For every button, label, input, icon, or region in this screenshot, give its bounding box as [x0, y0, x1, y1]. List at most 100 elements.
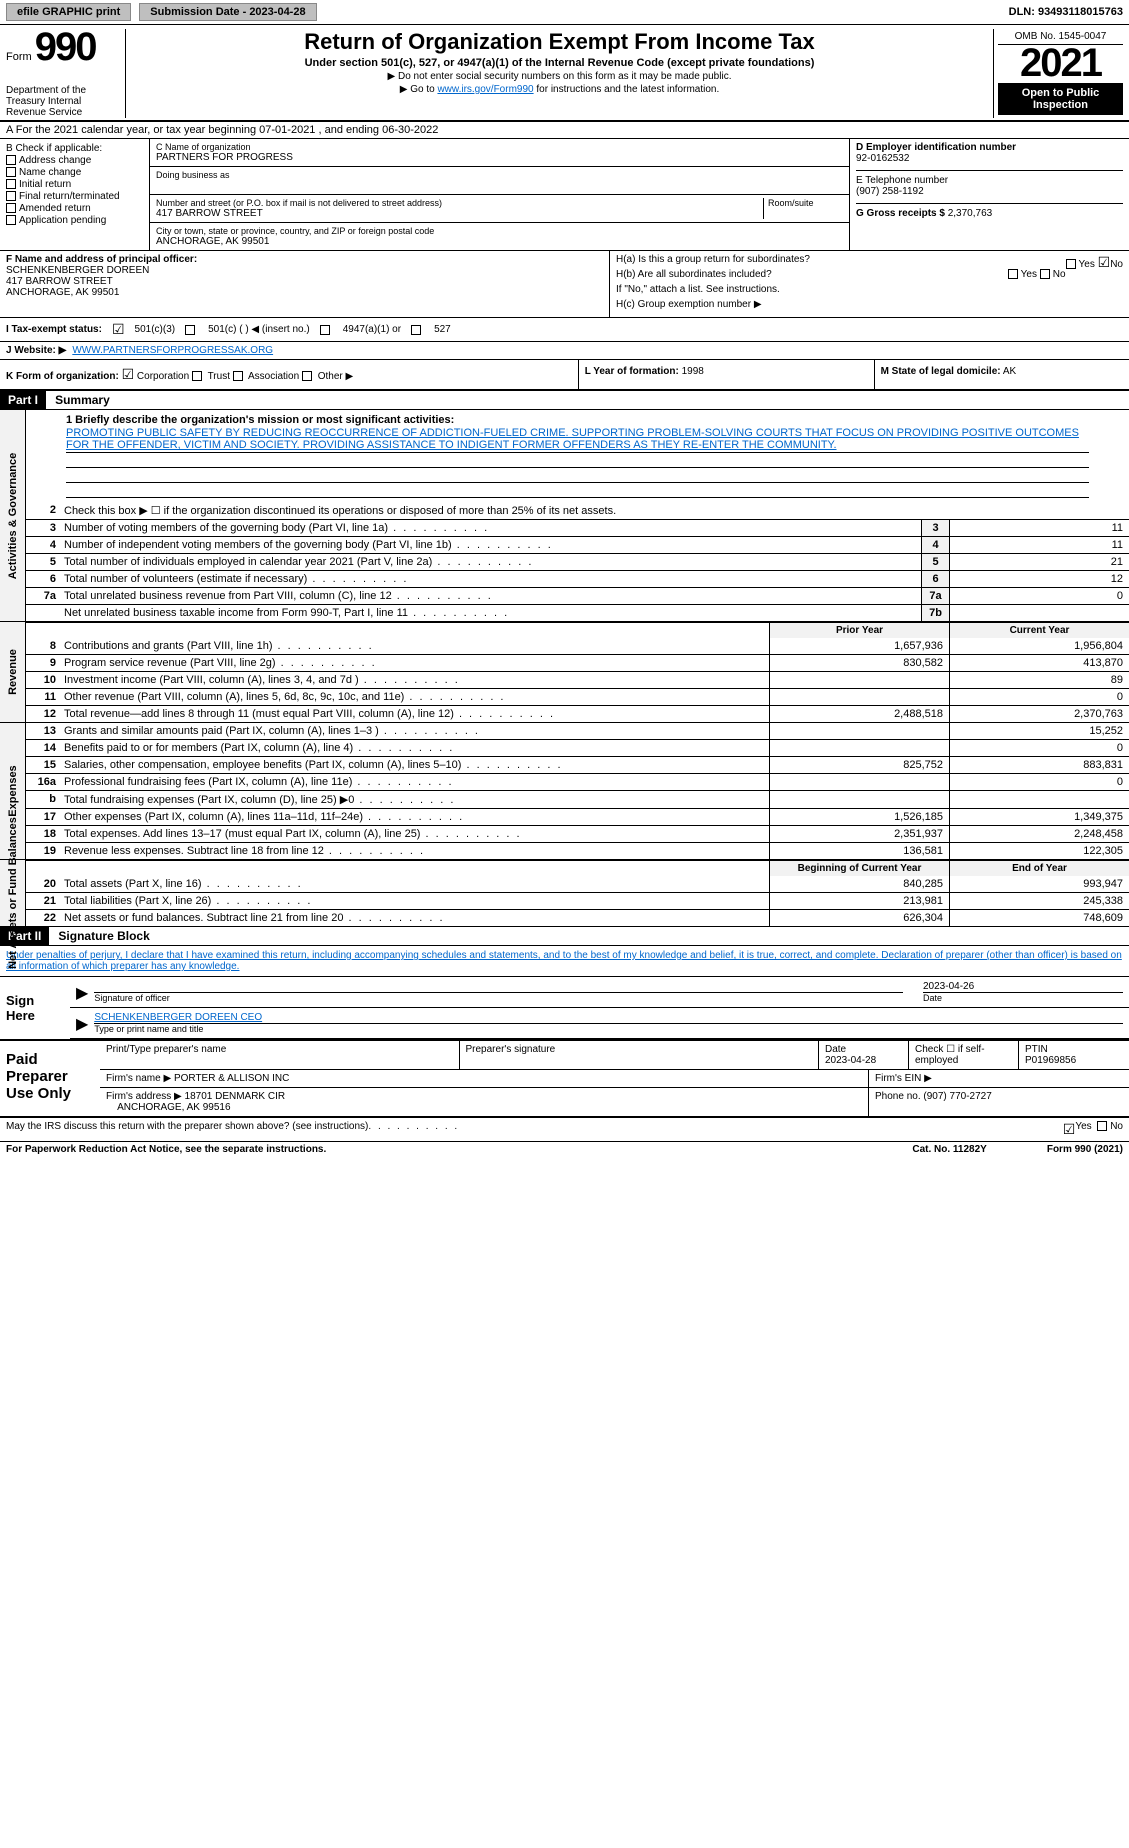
line-text: Total expenses. Add lines 13–17 (must eq… [60, 826, 769, 842]
line-num: 12 [26, 706, 60, 722]
501c-check[interactable] [185, 325, 195, 335]
print-label: Print/Type preparer's name [106, 1044, 226, 1055]
chk-name-change[interactable]: Name change [6, 167, 143, 178]
line-7a: 7a Total unrelated business revenue from… [26, 587, 1129, 604]
chk-label: Amended return [19, 203, 91, 214]
form-number: 990 [35, 25, 96, 69]
gross-value: 2,370,763 [948, 208, 993, 219]
line-num: 11 [26, 689, 60, 705]
trust-check[interactable] [192, 371, 202, 381]
527-check[interactable] [411, 325, 421, 335]
form-subtitle: Under section 501(c), 527, or 4947(a)(1)… [134, 57, 985, 69]
header-right: OMB No. 1545-0047 2021 Open to Public In… [993, 29, 1123, 118]
prior-val: 830,582 [769, 655, 949, 671]
firm-name: PORTER & ALLISON INC [174, 1073, 289, 1084]
no-label: No [1110, 259, 1123, 270]
officer-sig-label: Signature of officer [94, 992, 903, 1003]
501c3-check[interactable]: ☑ [112, 321, 125, 338]
no-label: No [1110, 1121, 1123, 1138]
chk-final-return[interactable]: Final return/terminated [6, 191, 143, 202]
chk-application-pending[interactable]: Application pending [6, 215, 143, 226]
hb-yes[interactable] [1008, 269, 1018, 279]
line-9: 9 Program service revenue (Part VIII, li… [26, 654, 1129, 671]
hb-no[interactable] [1040, 269, 1050, 279]
irs-link[interactable]: www.irs.gov/Form990 [437, 84, 533, 95]
line-18: 18 Total expenses. Add lines 13–17 (must… [26, 825, 1129, 842]
section-klm: K Form of organization: ☑ Corporation Tr… [0, 360, 1129, 391]
hc-label: H(c) Group exemption number ▶ [616, 299, 1123, 310]
may-no-check[interactable] [1097, 1121, 1107, 1131]
line-num: 4 [26, 537, 60, 553]
line-text: Total number of individuals employed in … [60, 554, 921, 570]
current-val: 1,349,375 [949, 809, 1129, 825]
hb-note: If "No," attach a list. See instructions… [616, 284, 1123, 295]
current-val: 2,370,763 [949, 706, 1129, 722]
firm-ein-label: Firm's EIN ▶ [875, 1073, 932, 1084]
line-num: 15 [26, 757, 60, 773]
dba-label: Doing business as [156, 170, 843, 180]
line-text: Total number of volunteers (estimate if … [60, 571, 921, 587]
ssn-note: ▶ Do not enter social security numbers o… [134, 71, 985, 82]
gross-label: G Gross receipts $ [856, 208, 945, 219]
line-num: 9 [26, 655, 60, 671]
goto-note: ▶ Go to www.irs.gov/Form990 for instruct… [134, 84, 985, 95]
prior-val [769, 740, 949, 756]
pra-notice: For Paperwork Reduction Act Notice, see … [6, 1144, 326, 1155]
section-j: J Website: ▶ WWW.PARTNERSFORPROGRESSAK.O… [0, 342, 1129, 360]
chk-amended-return[interactable]: Amended return [6, 203, 143, 214]
line-14: 14 Benefits paid to or for members (Part… [26, 739, 1129, 756]
mission-label: 1 Briefly describe the organization's mi… [66, 414, 1089, 426]
opt-501c3: 501(c)(3) [135, 324, 176, 335]
line-text: Total unrelated business revenue from Pa… [60, 588, 921, 604]
prior-val: 825,752 [769, 757, 949, 773]
prior-val: 213,981 [769, 893, 949, 909]
l-label: L Year of formation: [585, 366, 679, 377]
4947-check[interactable] [320, 325, 330, 335]
line-num: 2 [26, 502, 60, 519]
yes-label: Yes [1021, 269, 1037, 280]
m-value: AK [1003, 366, 1016, 377]
opt-527: 527 [434, 324, 451, 335]
num-box: 5 [921, 554, 949, 570]
chk-address-change[interactable]: Address change [6, 155, 143, 166]
website-link[interactable]: WWW.PARTNERSFORPROGRESSAK.ORG [72, 345, 273, 356]
may-yes-check[interactable]: ☑ [1063, 1121, 1076, 1138]
line-text: Contributions and grants (Part VIII, lin… [60, 638, 769, 654]
revenue-vert: Revenue [0, 622, 26, 722]
paid-preparer-block: Paid Preparer Use Only Print/Type prepar… [0, 1039, 1129, 1118]
line-text: Grants and similar amounts paid (Part IX… [60, 723, 769, 739]
prep-sig-label: Preparer's signature [466, 1044, 556, 1055]
line-2: 2 Check this box ▶ ☐ if the organization… [26, 502, 1129, 519]
num-box: 3 [921, 520, 949, 536]
firm-name-label: Firm's name ▶ [106, 1073, 171, 1084]
org-name: PARTNERS FOR PROGRESS [156, 152, 843, 163]
dba-value [156, 180, 843, 191]
officer-name-line: ▶ SCHENKENBERGER DOREEN CEO Type or prin… [70, 1008, 1129, 1039]
line-15: 15 Salaries, other compensation, employe… [26, 756, 1129, 773]
net-hdr: Beginning of Current Year End of Year [26, 860, 1129, 876]
ha-yes[interactable] [1066, 259, 1076, 269]
city-value: ANCHORAGE, AK 99501 [156, 236, 843, 247]
prior-val [769, 791, 949, 808]
line-19: 19 Revenue less expenses. Subtract line … [26, 842, 1129, 859]
assoc-check[interactable] [233, 371, 243, 381]
line-num [26, 605, 60, 621]
efile-print-button[interactable]: efile GRAPHIC print [6, 3, 131, 21]
chk-initial-return[interactable]: Initial return [6, 179, 143, 190]
check-self[interactable]: Check ☐ if self-employed [915, 1044, 985, 1066]
part2-title: Signature Block [52, 929, 149, 943]
corp-check[interactable]: ☑ [122, 366, 135, 382]
val-box [949, 605, 1129, 621]
other-check[interactable] [302, 371, 312, 381]
current-val: 993,947 [949, 876, 1129, 892]
current-val: 748,609 [949, 910, 1129, 926]
prior-val: 840,285 [769, 876, 949, 892]
yes-label: Yes [1079, 259, 1095, 270]
line-num: 16a [26, 774, 60, 790]
sig-date-value: 2023-04-26 [923, 981, 1123, 992]
submission-date-button[interactable]: Submission Date - 2023-04-28 [139, 3, 316, 21]
current-val: 2,248,458 [949, 826, 1129, 842]
room-label: Room/suite [768, 198, 843, 208]
prior-val: 1,657,936 [769, 638, 949, 654]
current-val: 0 [949, 740, 1129, 756]
